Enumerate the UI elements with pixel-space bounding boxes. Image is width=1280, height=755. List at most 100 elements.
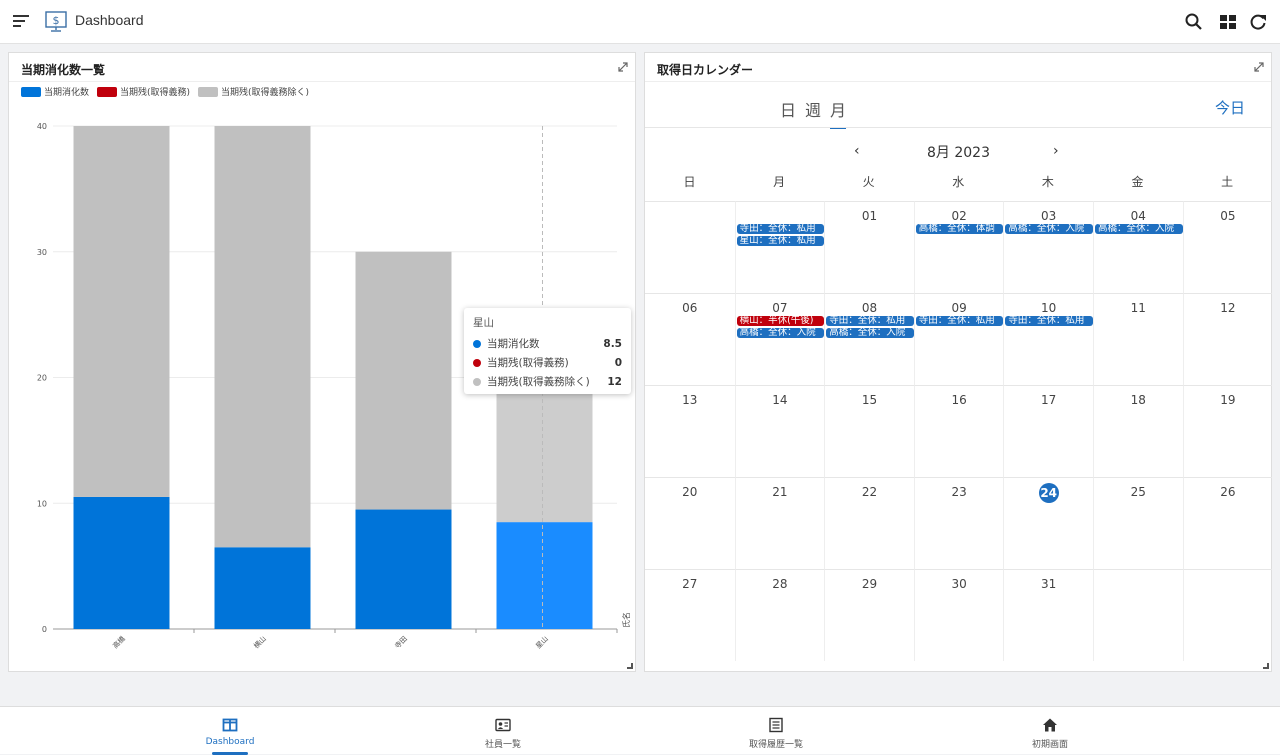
- resize-handle[interactable]: [1263, 663, 1269, 669]
- tab-month[interactable]: 月: [830, 97, 847, 129]
- x-tick-label: 寺田: [393, 635, 409, 651]
- resize-handle[interactable]: [627, 663, 633, 669]
- calendar-event[interactable]: 横山：半休(午後): [736, 316, 825, 326]
- top-bar: $ Dashboard: [0, 0, 1280, 44]
- x-tick-label: 星山: [534, 634, 550, 650]
- weekday-header: 日: [683, 175, 696, 189]
- calendar-event[interactable]: 星山：全休：私用: [736, 236, 825, 246]
- nav-home[interactable]: 初期画面: [980, 707, 1120, 755]
- calendar-panel-title: 取得日カレンダー: [657, 63, 754, 77]
- day-number: 21: [772, 485, 788, 499]
- next-month-button[interactable]: ›: [1053, 143, 1059, 159]
- day-number: 12: [1220, 301, 1236, 315]
- calendar-day-cell[interactable]: 22: [824, 477, 914, 569]
- weekday-header: 金: [1131, 175, 1144, 189]
- legend-item-consumed[interactable]: 当期消化数: [21, 85, 89, 98]
- day-number: 18: [1130, 393, 1146, 407]
- calendar-day-cell[interactable]: 13: [645, 385, 735, 477]
- calendar-day-cell[interactable]: 17: [1003, 385, 1093, 477]
- tab-week[interactable]: 週: [805, 101, 822, 120]
- y-tick-label: 20: [37, 374, 47, 383]
- calendar-day-cell[interactable]: 05: [1182, 201, 1273, 293]
- calendar-day-cell[interactable]: 10: [1003, 293, 1093, 385]
- day-number: 01: [861, 209, 878, 223]
- dashboard-icon: [222, 718, 238, 732]
- calendar-day-cell[interactable]: 23: [913, 477, 1004, 569]
- calendar-day-cell[interactable]: [734, 201, 825, 293]
- calendar-day-cell[interactable]: 31: [1003, 569, 1093, 661]
- calendar-day-cell[interactable]: 25: [1093, 477, 1183, 569]
- weekday-header: 水: [952, 175, 965, 189]
- calendar-day-cell[interactable]: 16: [913, 385, 1004, 477]
- today-day-number: 24: [1038, 483, 1059, 503]
- calendar-day-cell[interactable]: 19: [1182, 385, 1273, 477]
- calendar-day-cell[interactable]: 09: [913, 293, 1004, 385]
- bar-segment: [355, 251, 452, 510]
- calendar-day-cell[interactable]: 26: [1182, 477, 1273, 569]
- calendar-event[interactable]: 高橋：全休：入院: [826, 328, 914, 338]
- nav-employees[interactable]: 社員一覧: [433, 707, 573, 755]
- day-number: 15: [861, 393, 878, 407]
- calendar-event[interactable]: 高橋：全休：入院: [1005, 224, 1093, 234]
- grid-layout-icon[interactable]: [1218, 12, 1238, 32]
- day-number: 17: [1041, 393, 1057, 407]
- calendar-day-cell[interactable]: 24: [1003, 477, 1093, 569]
- legend-item-other[interactable]: 当期残(取得義務除く): [198, 85, 309, 98]
- y-tick-label: 30: [37, 248, 47, 257]
- calendar-day-cell[interactable]: 29: [824, 569, 914, 661]
- nav-label: 社員一覧: [484, 740, 521, 750]
- day-number: 05: [1220, 209, 1236, 223]
- calendar-day-cell[interactable]: 27: [645, 569, 735, 661]
- calendar-day-cell[interactable]: 02: [913, 201, 1004, 293]
- calendar-day-cell[interactable]: 11: [1093, 293, 1183, 385]
- calendar-day-cell[interactable]: [1093, 569, 1183, 661]
- bar-segment: [496, 522, 593, 629]
- calendar-event[interactable]: 高橋：全休：入院: [736, 328, 825, 338]
- weekday-header: 木: [1041, 175, 1054, 189]
- search-icon[interactable]: [1184, 12, 1204, 32]
- day-number: 19: [1220, 393, 1236, 407]
- chart-tooltip: 星山 当期消化数 8.5 当期残(取得義務) 0 当期残(取得義務除く) 12: [464, 308, 631, 394]
- calendar-event[interactable]: 寺田：全休：私用: [736, 224, 825, 234]
- day-number: 25: [1130, 485, 1146, 499]
- weekday-header: 火: [862, 175, 875, 189]
- calendar-day-cell[interactable]: 30: [913, 569, 1004, 661]
- calendar-day-cell[interactable]: [1182, 569, 1273, 661]
- calendar-day-cell[interactable]: 06: [645, 293, 735, 385]
- day-number: 11: [1130, 301, 1146, 315]
- calendar-day-cell[interactable]: 14: [734, 385, 825, 477]
- calendar-event[interactable]: 寺田：全休：私用: [826, 316, 914, 326]
- nav-dashboard[interactable]: Dashboard: [160, 707, 300, 755]
- expand-icon[interactable]: [617, 61, 629, 73]
- calendar-event[interactable]: 高橋：全休：入院: [1095, 224, 1183, 234]
- chart-panel-title: 当期消化数一覧: [21, 63, 106, 77]
- calendar-day-cell[interactable]: 12: [1182, 293, 1273, 385]
- tab-day[interactable]: 日: [780, 101, 797, 120]
- legend-item-mandatory[interactable]: 当期残(取得義務): [97, 85, 190, 98]
- refresh-icon[interactable]: [1248, 12, 1268, 32]
- calendar-day-cell[interactable]: [645, 201, 735, 293]
- chart-panel: 当期消化数一覧 当期消化数 当期残(取得義務) 当期残(取得義務除く) 0 10 2…: [8, 52, 636, 672]
- calendar-day-cell[interactable]: 08: [824, 293, 914, 385]
- calendar-day-cell[interactable]: 20: [645, 477, 735, 569]
- calendar-event[interactable]: 寺田：全休：私用: [915, 316, 1004, 326]
- day-number: 20: [682, 485, 698, 499]
- nav-history[interactable]: 取得履歴一覧: [706, 707, 846, 755]
- menu-icon[interactable]: [13, 15, 29, 29]
- calendar-day-cell[interactable]: 01: [824, 201, 914, 293]
- calendar-event[interactable]: 高橋：全休：体調: [915, 224, 1004, 234]
- x-tick-label: 高橋: [111, 634, 127, 650]
- calendar-day-cell[interactable]: 21: [734, 477, 825, 569]
- calendar-day-cell[interactable]: 15: [824, 385, 914, 477]
- prev-month-button[interactable]: ‹: [854, 143, 860, 159]
- day-number: 31: [1041, 577, 1057, 591]
- calendar-day-cell[interactable]: 03: [1003, 201, 1093, 293]
- expand-icon[interactable]: [1253, 61, 1265, 73]
- calendar-day-cell[interactable]: 04: [1093, 201, 1183, 293]
- today-button[interactable]: 今日: [1214, 99, 1245, 117]
- calendar-day-cell[interactable]: 18: [1093, 385, 1183, 477]
- calendar-day-cell[interactable]: 07: [734, 293, 825, 385]
- calendar-day-cell[interactable]: 28: [734, 569, 825, 661]
- day-number: 08: [861, 301, 878, 315]
- calendar-event[interactable]: 寺田：全休：私用: [1005, 316, 1093, 326]
